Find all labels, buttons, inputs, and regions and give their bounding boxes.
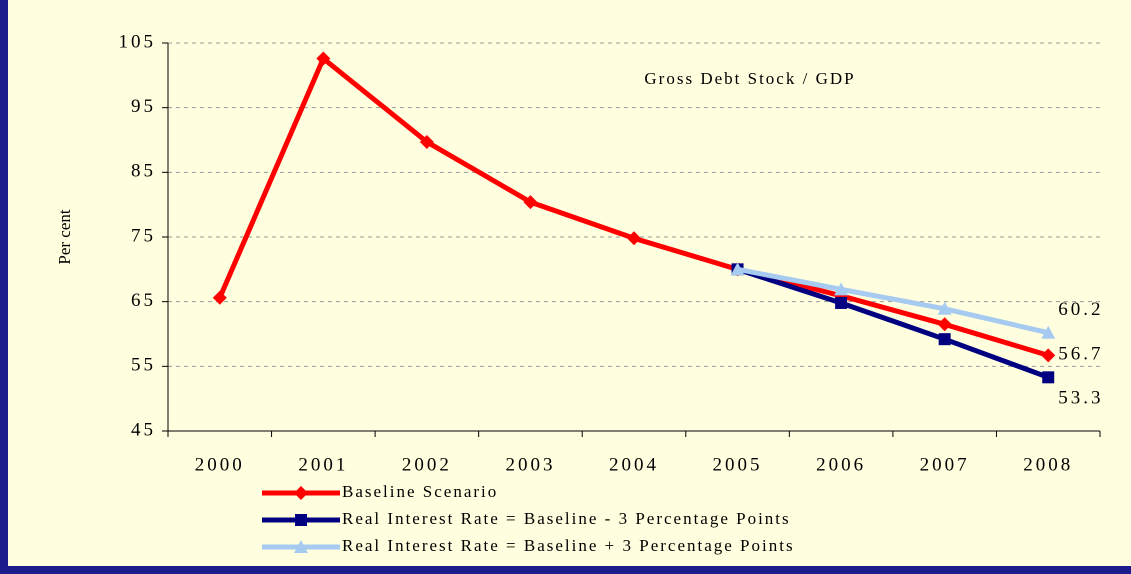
x-tick-label: 2008 [1023,454,1073,475]
marker [316,51,331,66]
y-tick-label: 85 [131,161,156,182]
x-tick-label: 2003 [505,454,555,475]
y-tick-label: 75 [131,225,156,246]
marker [938,333,951,346]
x-tick-label: 2001 [298,454,348,475]
x-tick-label: 2005 [713,454,763,475]
marker [834,282,849,296]
y-tick-label: 55 [131,355,156,376]
y-tick-label: 105 [119,31,157,52]
x-tick-label: 2007 [920,454,970,475]
marker [295,514,307,526]
y-tick-label: 95 [131,96,156,117]
data-label: 60.2 [1058,299,1103,320]
marker [835,296,848,309]
data-label: 53.3 [1058,388,1103,409]
marker [730,262,745,276]
series-line [736,266,1050,380]
marker [937,301,952,315]
marker [523,195,538,210]
marker [212,290,227,305]
y-tick-label: 45 [131,419,156,440]
legend-label: Baseline Scenario [342,482,498,501]
y-tick-label: 65 [131,290,156,311]
marker [294,486,308,500]
marker [627,231,641,246]
border-left [0,0,8,574]
marker [1042,371,1055,384]
annotation: Gross Debt Stock / GDP [644,69,855,88]
series-line [737,266,1049,336]
x-tick-label: 2006 [816,454,866,475]
marker [294,540,308,553]
border-bottom [0,566,1131,574]
marker [419,134,434,149]
marker [1041,348,1056,363]
legend-label: Real Interest Rate = Baseline + 3 Percen… [342,536,795,555]
data-label: 56.7 [1058,344,1103,365]
marker [1041,325,1056,339]
y-axis-label: Per cent [55,209,74,265]
legend-label: Real Interest Rate = Baseline - 3 Percen… [342,509,791,528]
x-tick-label: 2002 [402,454,452,475]
x-tick-label: 2004 [609,454,659,475]
x-tick-label: 2000 [195,454,245,475]
marker [937,317,952,332]
